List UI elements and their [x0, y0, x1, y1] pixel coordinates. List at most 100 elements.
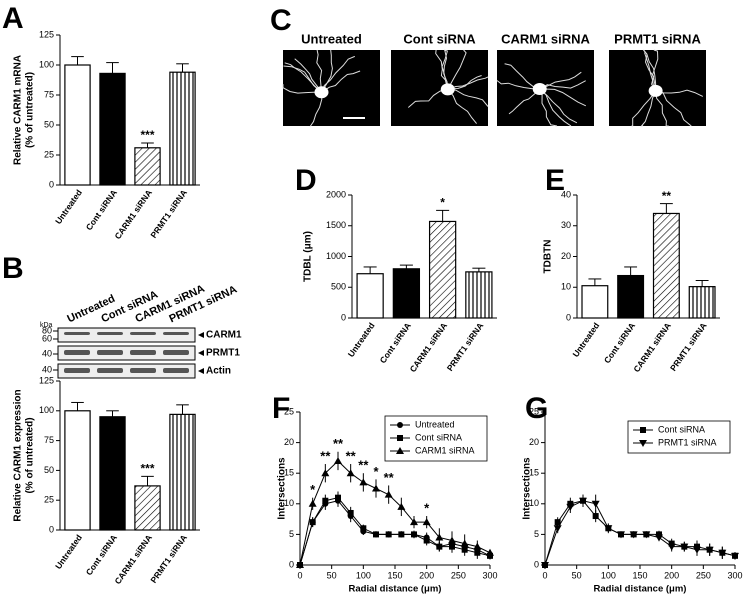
x-tick-label: Untreated — [570, 321, 601, 359]
legend-label: Cont siRNA — [415, 432, 462, 442]
band — [163, 368, 189, 373]
bar — [134, 485, 161, 531]
panel-label: C — [270, 4, 292, 37]
marker-label: 40 — [42, 364, 52, 374]
x-tick-label: 100 — [601, 570, 616, 580]
series-line — [299, 460, 491, 566]
point — [592, 513, 599, 520]
y-tick-label: 0 — [534, 559, 539, 569]
x-tick-label: 250 — [696, 570, 711, 580]
point — [541, 562, 549, 569]
band — [64, 332, 90, 335]
dendrite — [294, 58, 322, 93]
point — [655, 534, 663, 542]
band — [97, 368, 123, 373]
point — [346, 469, 355, 477]
x-tick-label: 300 — [727, 570, 742, 580]
point — [460, 539, 469, 547]
y-tick-label: 0 — [566, 312, 571, 322]
point — [397, 502, 406, 510]
legend-label: Untreated — [415, 419, 455, 429]
y-axis-label: TDBL (μm) — [303, 231, 314, 282]
point — [604, 525, 613, 533]
point — [435, 533, 444, 541]
bar — [581, 285, 609, 319]
bar — [64, 64, 91, 186]
dendrite — [441, 49, 449, 90]
arrow — [198, 368, 204, 374]
bar — [428, 220, 457, 319]
point — [591, 500, 600, 508]
point — [335, 494, 341, 501]
x-tick-label: 50 — [327, 570, 337, 580]
y-tick-label: 1000 — [326, 251, 346, 261]
point — [373, 531, 379, 538]
dendrite — [539, 88, 558, 127]
point — [680, 543, 689, 551]
point — [321, 469, 330, 477]
y-tick-label: 75 — [44, 435, 54, 445]
y-tick-label: 2000 — [326, 189, 346, 199]
significance: ** — [346, 448, 357, 463]
panel-label: G — [525, 392, 548, 425]
point — [397, 422, 403, 428]
point — [642, 531, 651, 539]
point — [423, 537, 430, 544]
band-label: PRMT1 — [206, 348, 240, 359]
x-tick-label: Cont siRNA — [84, 188, 119, 232]
y-axis-label: Relative CARM1 expression — [13, 389, 24, 521]
y-axis-label: Intersections — [277, 457, 288, 520]
point — [410, 518, 418, 526]
significance: ** — [384, 470, 395, 485]
soma — [532, 83, 547, 96]
blot-strip — [57, 345, 196, 361]
x-tick-label: 50 — [572, 570, 582, 580]
point — [396, 447, 404, 454]
point — [372, 484, 380, 492]
point — [554, 519, 561, 526]
point — [296, 561, 304, 568]
y-tick-label: 0 — [289, 559, 294, 569]
significance: ** — [358, 458, 369, 473]
x-axis-label: Radial distance (μm) — [349, 584, 442, 595]
point — [384, 490, 393, 498]
point — [617, 531, 625, 539]
x-tick-label: 300 — [482, 570, 497, 580]
significance: * — [440, 196, 445, 210]
soma — [314, 86, 329, 99]
dendrite — [282, 84, 322, 94]
point — [334, 456, 342, 464]
dendrite — [321, 70, 361, 93]
y-tick-label: 10 — [561, 282, 571, 292]
y-tick-label: 10 — [529, 498, 539, 508]
y-tick-label: 125 — [39, 375, 54, 385]
arrow — [198, 332, 204, 338]
legend-label: PRMT1 siRNA — [658, 437, 717, 447]
significance: *** — [140, 462, 154, 476]
y-tick-label: 125 — [39, 29, 54, 39]
bar — [652, 212, 680, 319]
dendrite — [539, 80, 586, 90]
y-tick-label: 30 — [561, 220, 571, 230]
dendrite — [652, 49, 659, 91]
point — [553, 525, 562, 533]
x-tick-label: Cont siRNA — [84, 533, 119, 577]
bar — [617, 274, 645, 319]
dendrite — [447, 88, 489, 107]
point — [422, 518, 431, 526]
arrow — [198, 350, 204, 356]
point — [397, 435, 403, 441]
y-tick-label: 25 — [284, 406, 294, 416]
point — [693, 546, 701, 554]
point — [385, 531, 392, 538]
image-label: Cont siRNA — [403, 31, 476, 46]
x-tick-label: PRMT1 siRNA — [148, 188, 189, 240]
y-tick-label: 0 — [49, 179, 54, 189]
panel-label: E — [545, 164, 565, 197]
x-tick-label: 150 — [387, 570, 402, 580]
point — [705, 546, 714, 554]
point — [411, 531, 417, 538]
y-axis-label: Relative CARM1 mRNA — [13, 55, 24, 165]
bar — [64, 410, 91, 531]
bar — [356, 273, 384, 319]
